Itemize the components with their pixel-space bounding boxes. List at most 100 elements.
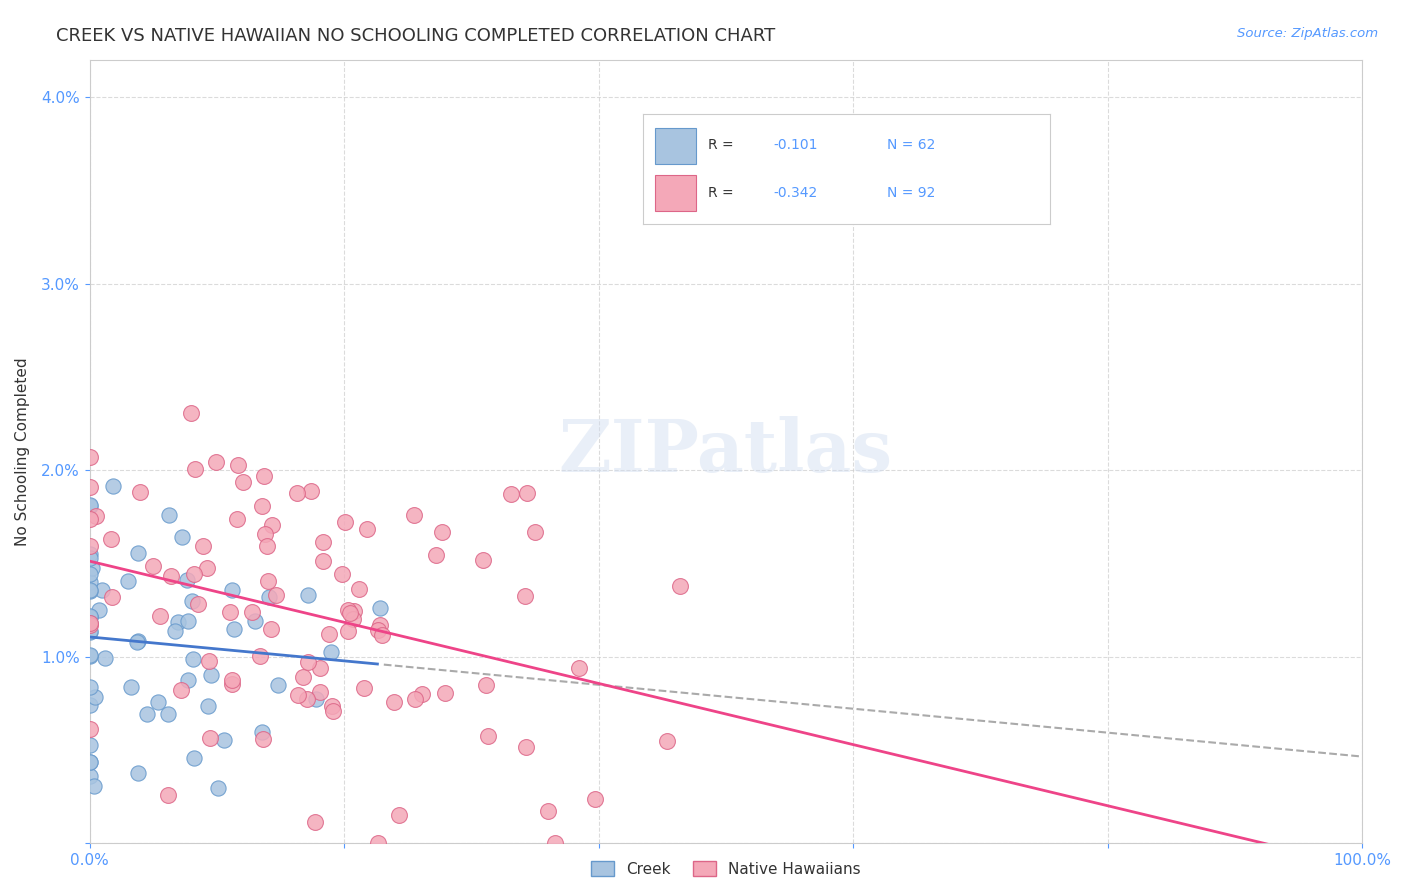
Point — [170, 683, 193, 698]
Point — [181, 651, 204, 665]
Point — [157, 706, 180, 721]
Point — [84, 508, 107, 523]
Point — [254, 527, 277, 541]
Point — [226, 458, 249, 472]
Point — [101, 591, 124, 605]
Point — [156, 788, 179, 802]
Point — [568, 661, 591, 675]
Point — [79, 547, 101, 561]
Point — [79, 584, 101, 599]
Point — [477, 729, 499, 743]
Point — [197, 699, 219, 714]
Point — [308, 661, 330, 675]
Point — [516, 485, 538, 500]
Point — [79, 755, 101, 769]
Point — [260, 622, 283, 636]
Point — [83, 690, 105, 704]
Point — [117, 574, 139, 588]
Point — [256, 539, 278, 553]
Point — [79, 617, 101, 632]
Point — [170, 530, 193, 544]
Point — [295, 692, 318, 706]
Point — [343, 604, 366, 618]
Point — [79, 582, 101, 597]
Point — [249, 649, 271, 664]
Point — [253, 469, 276, 483]
Point — [207, 780, 229, 795]
Point — [157, 508, 180, 522]
Point — [252, 724, 274, 739]
Point — [669, 579, 692, 593]
Point — [79, 512, 101, 526]
Point — [312, 554, 335, 568]
Point — [79, 567, 101, 582]
Point — [221, 582, 243, 597]
Point — [127, 546, 149, 560]
Point — [309, 684, 332, 698]
Point — [176, 673, 198, 687]
Point — [524, 524, 547, 539]
Point — [89, 603, 111, 617]
Point — [125, 634, 148, 648]
Point — [94, 650, 117, 665]
Point — [405, 691, 427, 706]
Point — [388, 808, 411, 822]
Point — [322, 704, 344, 718]
Point — [368, 600, 391, 615]
Point — [166, 615, 188, 630]
Point — [222, 622, 245, 636]
Point — [79, 615, 101, 630]
Point — [128, 484, 150, 499]
Point — [212, 732, 235, 747]
Point — [120, 680, 142, 694]
Point — [183, 751, 205, 765]
Point — [79, 769, 101, 783]
Point — [79, 738, 101, 752]
Point — [79, 616, 101, 631]
Point — [370, 627, 392, 641]
Point — [204, 455, 226, 469]
Point — [336, 624, 359, 638]
Point — [513, 589, 536, 603]
Point — [256, 574, 278, 588]
Point — [221, 673, 243, 687]
Point — [347, 582, 370, 596]
Point — [101, 479, 124, 493]
Point — [356, 522, 378, 536]
Point — [321, 699, 343, 714]
Point — [193, 539, 215, 553]
Point — [219, 605, 242, 619]
Point — [79, 624, 101, 639]
Point — [260, 518, 283, 533]
Point — [82, 561, 104, 575]
Point — [330, 566, 353, 581]
Point — [291, 670, 314, 684]
Point — [79, 648, 101, 662]
Point — [226, 512, 249, 526]
Point — [475, 678, 498, 692]
Point — [177, 614, 200, 628]
Point — [240, 605, 263, 619]
Point — [285, 486, 308, 500]
Point — [135, 706, 157, 721]
Point — [337, 603, 360, 617]
Point — [297, 588, 319, 602]
Point — [184, 462, 207, 476]
Point — [411, 687, 433, 701]
Point — [544, 837, 567, 851]
Point — [318, 626, 340, 640]
Point — [146, 695, 169, 709]
Point — [176, 573, 198, 587]
Point — [333, 515, 356, 529]
Point — [181, 594, 204, 608]
Point — [79, 609, 101, 624]
Point — [200, 668, 222, 682]
Point — [299, 483, 322, 498]
Point — [367, 837, 389, 851]
Point — [501, 486, 523, 500]
Point — [142, 558, 165, 573]
Point — [195, 561, 218, 575]
Text: ZIPatlas: ZIPatlas — [558, 416, 893, 487]
Point — [583, 792, 606, 806]
Text: CREEK VS NATIVE HAWAIIAN NO SCHOOLING COMPLETED CORRELATION CHART: CREEK VS NATIVE HAWAIIAN NO SCHOOLING CO… — [56, 27, 776, 45]
